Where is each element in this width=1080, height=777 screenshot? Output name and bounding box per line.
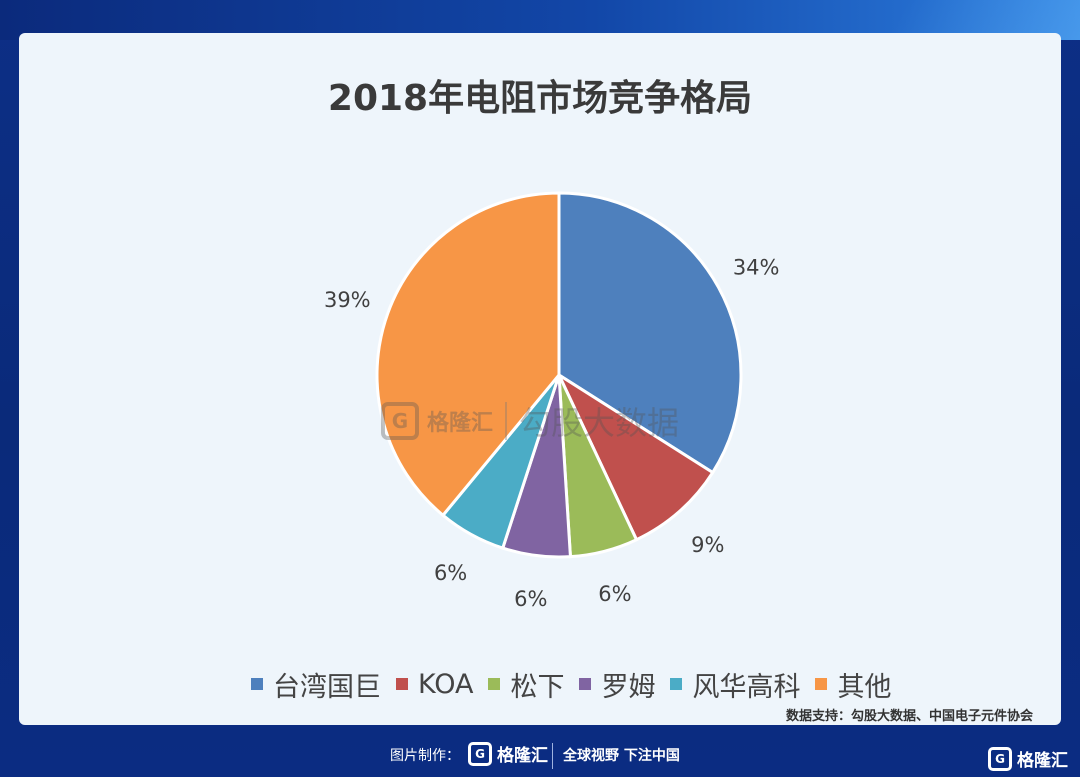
legend-swatch-5 — [815, 678, 828, 690]
corner-logo: G 格隆汇 — [988, 746, 1068, 771]
chart-card: 2018年电阻市场竞争格局 34% 9% 6% 6% 6% 39% G 格隆汇 勾股大数据… — [19, 33, 1061, 725]
pie-slice-1 — [555, 370, 715, 542]
footer-made-by: 图片制作： — [390, 748, 460, 764]
legend-item-0: 台湾国巨 — [251, 665, 381, 704]
footer-logo: G 格隆汇 — [468, 741, 548, 766]
pie-data-label-4: 6% — [434, 561, 467, 585]
footer-logo-icon: G — [468, 741, 492, 766]
legend-swatch-1 — [396, 678, 408, 690]
footer-divider — [552, 743, 553, 769]
legend-label-1: KOA — [418, 668, 474, 700]
corner-logo-icon: G — [988, 746, 1012, 771]
legend-label-4: 风华高科 — [692, 671, 801, 703]
legend-label-5: 其他 — [837, 671, 892, 703]
pie-data-label-1: 9% — [691, 533, 724, 557]
pie-data-label-3: 6% — [514, 587, 547, 611]
legend-label-3: 罗姆 — [601, 671, 656, 703]
legend-label-0: 台湾国巨 — [273, 671, 381, 703]
footer-slogan: 全球视野 下注中国 — [563, 748, 680, 764]
legend-swatch-2 — [488, 678, 501, 690]
pie-data-label-5: 39% — [324, 288, 371, 312]
legend-swatch-0 — [251, 678, 263, 690]
pie-slice-5 — [375, 191, 561, 518]
watermark: G 格隆汇 勾股大数据 — [381, 398, 679, 444]
data-source: 数据支持：勾股大数据、中国电子元件协会 — [785, 709, 1033, 724]
watermark-brand: 格隆汇 — [427, 411, 494, 436]
legend-swatch-4 — [670, 678, 683, 690]
chart-legend: 台湾国巨 KOA 松下 罗姆 风华高科 其他 — [251, 665, 906, 704]
corner-brand: 格隆汇 — [1017, 751, 1068, 771]
watermark-divider — [505, 402, 508, 440]
legend-label-2: 松下 — [510, 671, 565, 703]
chart-title: 2018年电阻市场竞争格局 — [327, 78, 753, 119]
pie-data-label-2: 6% — [598, 582, 631, 606]
footer-brand: 格隆汇 — [497, 746, 548, 766]
legend-item-1: KOA — [396, 669, 473, 700]
pie-chart: 34% 9% 6% 6% 6% 39% — [324, 191, 780, 611]
pie-data-label-0: 34% — [733, 256, 780, 280]
legend-swatch-3 — [579, 678, 592, 690]
legend-item-5: 其他 — [815, 665, 891, 704]
legend-item-4: 风华高科 — [670, 665, 800, 704]
watermark-text: 勾股大数据 — [519, 404, 680, 442]
watermark-logo-icon: G — [381, 402, 419, 440]
footer: 图片制作： G 格隆汇 全球视野 下注中国 — [0, 735, 1080, 777]
legend-item-2: 松下 — [488, 665, 564, 704]
legend-item-3: 罗姆 — [579, 665, 655, 704]
